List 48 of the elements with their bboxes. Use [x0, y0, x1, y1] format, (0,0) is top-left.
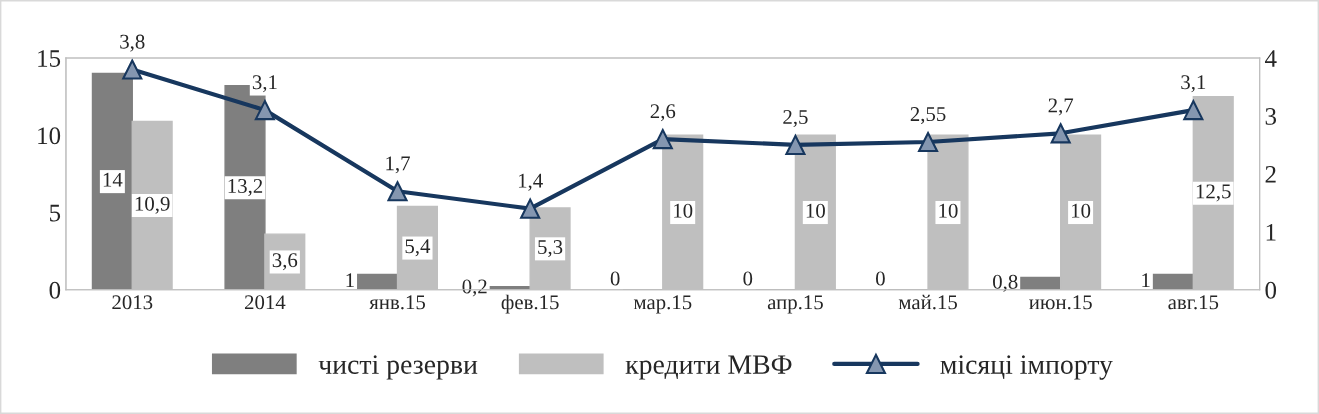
data-label: 2,6: [650, 104, 676, 122]
x-tick-label: май.15: [898, 294, 957, 310]
data-label: 0: [610, 271, 620, 286]
y2-tick-label: 2: [1265, 166, 1276, 183]
x-tick-label: апр.15: [767, 295, 823, 314]
data-label: 1,7: [386, 156, 410, 174]
data-label: 10: [806, 203, 825, 218]
data-label: 10: [1072, 203, 1091, 218]
data-label: 3,8: [120, 34, 145, 52]
data-label: 3,1: [1181, 75, 1206, 93]
data-label: 0,8: [993, 274, 1018, 292]
legend-label: чисті резерви: [318, 355, 478, 380]
legend-label: місяці імпорту: [940, 355, 1113, 380]
x-tick-label: янв.15: [369, 295, 426, 310]
x-tick-label: авг.15: [1168, 295, 1219, 310]
data-label: 3,1: [252, 75, 277, 93]
data-label: 1: [346, 273, 354, 288]
x-tick-label: мар.15: [633, 295, 692, 314]
data-label: 10: [674, 203, 693, 218]
data-label: 5,3: [538, 240, 563, 258]
x-tick-label: фев.15: [501, 294, 559, 314]
data-label: 13,2: [228, 179, 263, 196]
y2-tick-label: 0: [1265, 281, 1277, 299]
data-label: 10: [939, 203, 958, 218]
data-label: 2,5: [783, 110, 808, 127]
y2-tick-label: 1: [1266, 224, 1276, 241]
x-tick-label: июн.15: [1029, 295, 1092, 310]
data-label: 0: [743, 271, 753, 286]
data-label: 10,9: [135, 196, 170, 214]
data-label: 14: [103, 172, 123, 187]
data-label: 1,4: [518, 173, 543, 191]
data-label: 5,4: [405, 239, 431, 257]
data-label: 1: [1142, 273, 1150, 288]
y2-tick-label: 3: [1265, 108, 1277, 125]
y-tick-label: 10: [38, 127, 61, 145]
x-tick-label: 2013: [112, 295, 153, 310]
data-label: 2,7: [1048, 98, 1074, 116]
y-tick-label: 5: [50, 204, 61, 222]
y2-tick-label: 4: [1264, 50, 1277, 67]
data-label: 3,6: [272, 253, 298, 271]
x-tick-label: 2014: [244, 295, 286, 310]
y-tick-label: 15: [38, 50, 61, 67]
data-label: 2,55: [910, 107, 946, 125]
legend-label: кредити МВФ: [625, 355, 792, 380]
data-label: 0: [876, 271, 885, 286]
y-tick-label: 0: [49, 281, 61, 299]
data-label: 12,5: [1196, 184, 1231, 202]
data-label: 0,2: [462, 279, 487, 297]
